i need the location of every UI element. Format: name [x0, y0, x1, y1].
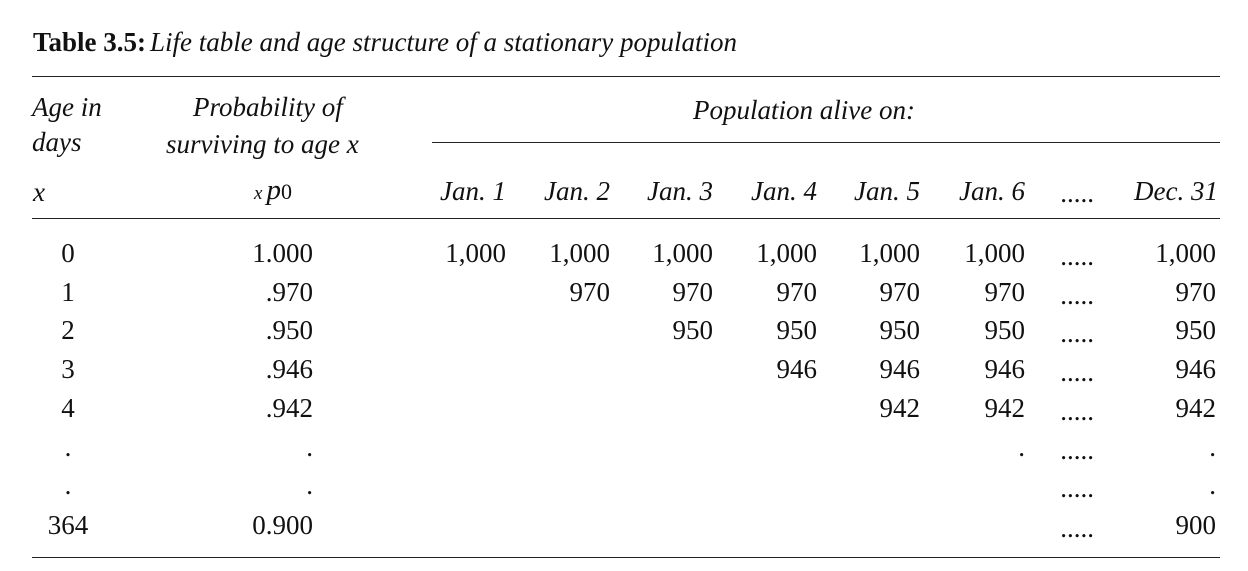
population-cell: 950	[1175, 315, 1217, 345]
prob-cell: .	[306, 470, 313, 500]
prob-cell: .	[306, 432, 313, 462]
top-rule	[32, 76, 1220, 77]
population-cell: 950	[879, 315, 921, 345]
population-cell: 946	[984, 354, 1026, 384]
population-group-rule	[432, 142, 1220, 143]
population-cell: .....	[1060, 318, 1094, 348]
date-header-6: .....	[1060, 178, 1094, 208]
population-cell: .....	[1060, 473, 1094, 503]
header-population-group: Population alive on:	[693, 95, 915, 125]
population-cell: .	[1209, 470, 1216, 500]
population-cell: 946	[776, 354, 818, 384]
population-cell: 1,000	[445, 238, 506, 268]
age-cell: 364	[47, 510, 89, 540]
age-cell: 3	[61, 354, 75, 384]
prob-symbol-subscript: 0	[280, 179, 292, 204]
population-cell: 970	[1175, 277, 1217, 307]
age-cell: 1	[61, 277, 75, 307]
age-cell: 4	[61, 393, 75, 423]
population-cell: 950	[776, 315, 818, 345]
population-cell: .....	[1060, 513, 1094, 543]
population-cell: .	[1209, 432, 1216, 462]
population-cell: 970	[672, 277, 714, 307]
header-prob-line2: surviving to age x	[166, 129, 359, 159]
caption-text: Life table and age structure of a statio…	[150, 27, 738, 57]
population-cell: 1,000	[549, 238, 610, 268]
prob-cell: 0.900	[252, 510, 313, 540]
population-cell: .....	[1060, 357, 1094, 387]
population-cell: .....	[1060, 396, 1094, 426]
caption-label: Table 3.5:	[33, 27, 147, 57]
header-rule	[32, 218, 1220, 219]
header-age-symbol: x	[33, 177, 45, 207]
date-header-2: Jan. 3	[647, 176, 713, 206]
header-age-line1: Age in	[32, 92, 102, 122]
table-caption: Table 3.5: Life table and age structure …	[33, 29, 737, 56]
population-cell: .....	[1060, 241, 1094, 271]
header-prob-line1: Probability of	[193, 92, 343, 122]
population-cell: .....	[1060, 435, 1094, 465]
prob-symbol-pre-subscript: x	[254, 183, 263, 204]
age-cell: .	[64, 470, 72, 500]
header-age-line2: days	[32, 127, 82, 157]
prob-cell: 1.000	[252, 238, 313, 268]
bottom-rule	[32, 557, 1220, 558]
population-cell: 946	[1175, 354, 1217, 384]
prob-symbol-main: p	[266, 174, 281, 206]
date-header-7: Dec. 31	[1134, 176, 1218, 206]
population-cell: 1,000	[756, 238, 817, 268]
population-cell: 1,000	[964, 238, 1025, 268]
date-header-5: Jan. 6	[959, 176, 1025, 206]
date-header-3: Jan. 4	[751, 176, 817, 206]
population-cell: 946	[879, 354, 921, 384]
population-cell: 1,000	[652, 238, 713, 268]
population-cell: 942	[984, 393, 1026, 423]
date-header-0: Jan. 1	[440, 176, 506, 206]
date-header-1: Jan. 2	[544, 176, 610, 206]
population-cell: .	[1018, 432, 1025, 462]
header-prob-symbol: x p0	[254, 176, 292, 205]
prob-cell: .950	[265, 315, 313, 345]
prob-cell: .946	[265, 354, 313, 384]
population-cell: 1,000	[1155, 238, 1216, 268]
population-cell: 950	[672, 315, 714, 345]
population-cell: 900	[1175, 510, 1217, 540]
population-cell: 942	[1175, 393, 1217, 423]
prob-cell: .970	[265, 277, 313, 307]
population-cell: 942	[879, 393, 921, 423]
age-cell: 2	[61, 315, 75, 345]
population-cell: 970	[984, 277, 1026, 307]
population-cell: 970	[569, 277, 611, 307]
population-cell: 970	[776, 277, 818, 307]
population-cell: .....	[1060, 280, 1094, 310]
population-cell: 1,000	[859, 238, 920, 268]
age-cell: 0	[61, 238, 75, 268]
prob-cell: .942	[265, 393, 313, 423]
population-cell: 970	[879, 277, 921, 307]
population-cell: 950	[984, 315, 1026, 345]
date-header-4: Jan. 5	[854, 176, 920, 206]
age-cell: .	[64, 432, 72, 462]
